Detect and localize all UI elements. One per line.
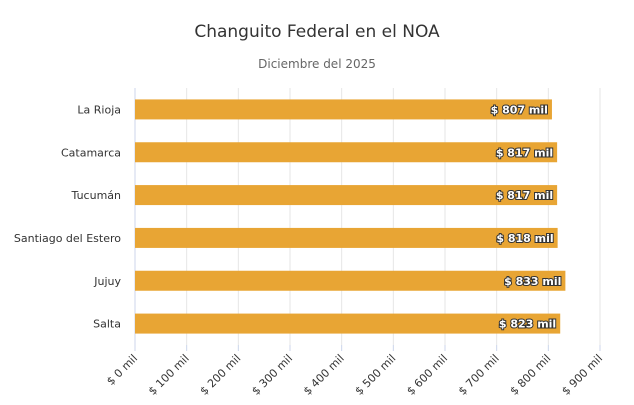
x-tick-label: $ 100 mil xyxy=(146,352,192,398)
category-label: Tucumán xyxy=(71,189,121,202)
x-tick-label: $ 0 mil xyxy=(104,352,140,388)
x-tick-label: $ 600 mil xyxy=(404,352,450,398)
category-label: Catamarca xyxy=(61,146,121,159)
x-tick-label: $ 300 mil xyxy=(249,352,295,398)
data-label: $ 817 mil xyxy=(496,146,553,159)
data-label: $ 833 mil xyxy=(504,275,561,288)
x-tick-label: $ 400 mil xyxy=(301,352,347,398)
x-tick-label: $ 900 mil xyxy=(559,352,605,398)
x-tick-label: $ 800 mil xyxy=(508,352,554,398)
data-label: $ 817 mil xyxy=(496,189,553,202)
category-label: Santiago del Estero xyxy=(14,232,121,245)
bar-tucumán xyxy=(135,185,558,206)
data-label: $ 807 mil xyxy=(491,103,548,116)
x-tick-label: $ 500 mil xyxy=(353,352,399,398)
data-label: $ 823 mil xyxy=(499,318,556,331)
chart-title: Changuito Federal en el NOA xyxy=(194,22,440,42)
category-label: Salta xyxy=(93,318,121,331)
x-tick-label: $ 700 mil xyxy=(456,352,502,398)
bar-santiago-del-estero xyxy=(135,227,558,248)
bar-jujuy xyxy=(135,270,566,291)
bar-salta xyxy=(135,313,561,334)
bar-la-rioja xyxy=(135,99,552,120)
x-tick-label: $ 200 mil xyxy=(198,352,244,398)
data-label: $ 818 mil xyxy=(496,232,553,245)
chart-subtitle: Diciembre del 2025 xyxy=(258,57,376,71)
category-label: Jujuy xyxy=(93,275,121,288)
bar-catamarca xyxy=(135,142,558,163)
category-label: La Rioja xyxy=(77,103,121,116)
